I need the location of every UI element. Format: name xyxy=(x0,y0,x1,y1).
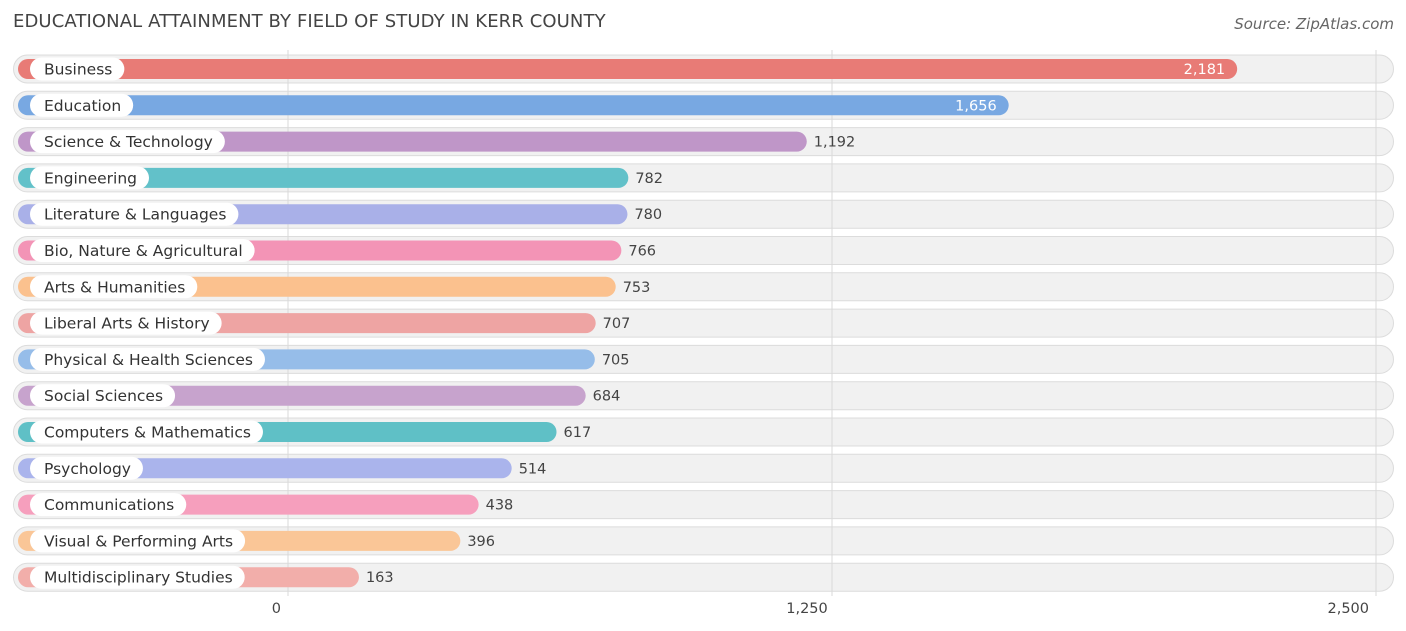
value-label: 766 xyxy=(628,244,656,260)
x-tick-label: 0 xyxy=(272,601,281,617)
category-label-background xyxy=(30,202,239,226)
bar[interactable] xyxy=(18,59,1238,79)
category-label: Bio, Nature & Agricultural xyxy=(44,242,243,260)
value-label: 1,656 xyxy=(955,98,997,114)
category-label: Engineering xyxy=(44,169,137,187)
value-label: 438 xyxy=(486,498,514,514)
category-label-background xyxy=(30,384,176,408)
value-label: 617 xyxy=(564,425,592,441)
value-label: 782 xyxy=(635,171,663,187)
category-label-background xyxy=(30,239,255,262)
value-label: 2,181 xyxy=(1184,62,1226,78)
category-label: Social Sciences xyxy=(44,387,163,405)
value-label: 1,192 xyxy=(814,135,856,151)
category-label-background xyxy=(30,311,222,335)
category-label: Science & Technology xyxy=(44,133,213,151)
category-label-background xyxy=(30,130,225,154)
category-label-background xyxy=(30,529,246,553)
category-label: Visual & Performing Arts xyxy=(44,532,233,550)
category-label-background xyxy=(30,166,149,190)
value-label: 396 xyxy=(467,534,495,550)
category-label-background xyxy=(30,456,143,480)
category-label-background xyxy=(30,57,125,81)
category-label: Computers & Mathematics xyxy=(44,424,251,442)
category-label: Literature & Languages xyxy=(44,206,226,224)
value-label: 163 xyxy=(366,570,394,586)
category-label: Liberal Arts & History xyxy=(44,315,210,333)
category-label-background xyxy=(30,565,245,589)
category-label-background xyxy=(30,493,187,517)
category-label: Multidisciplinary Studies xyxy=(44,569,233,587)
category-label: Arts & Humanities xyxy=(44,278,185,296)
category-label: Communications xyxy=(44,496,174,514)
value-label: 705 xyxy=(602,352,630,368)
category-label-background xyxy=(30,93,134,117)
bar[interactable] xyxy=(18,95,1009,116)
category-label-background xyxy=(30,347,265,371)
x-tick-label: 1,250 xyxy=(786,601,828,617)
bar[interactable] xyxy=(18,167,629,188)
value-label: 514 xyxy=(519,461,547,477)
category-label: Education xyxy=(44,97,121,115)
category-label: Business xyxy=(44,61,112,79)
x-tick-label: 2,500 xyxy=(1327,601,1369,617)
chart-title: EDUCATIONAL ATTAINMENT BY FIELD OF STUDY… xyxy=(13,11,606,32)
value-label: 780 xyxy=(634,207,662,223)
value-label: 753 xyxy=(623,280,651,296)
category-label: Psychology xyxy=(44,460,131,478)
category-label-background xyxy=(30,420,263,444)
source-note: Source: ZipAtlas.com xyxy=(1234,15,1394,33)
row-background xyxy=(13,562,1394,592)
category-label: Physical & Health Sciences xyxy=(44,351,253,369)
value-label: 707 xyxy=(603,316,631,332)
category-label-background xyxy=(30,275,198,299)
value-label: 684 xyxy=(593,389,621,405)
